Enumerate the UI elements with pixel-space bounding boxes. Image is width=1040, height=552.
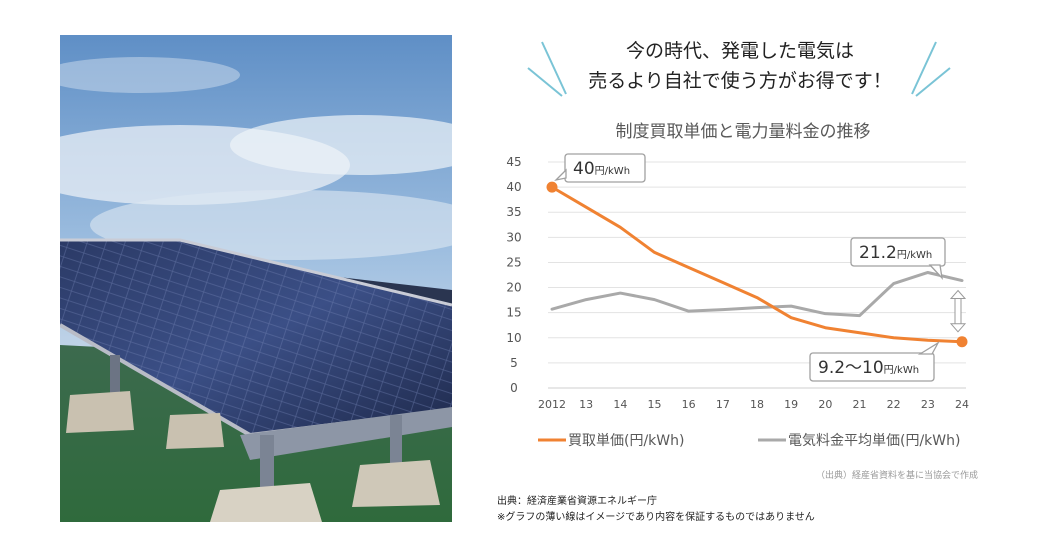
- callout-text-start: 40円/kWh: [573, 159, 630, 179]
- callout-value: 9.2〜10: [818, 358, 884, 378]
- callout-unit: 円/kWh: [595, 166, 630, 177]
- callout-text-end: 9.2〜10円/kWh: [818, 358, 919, 378]
- line-chart: 制度買取単価と電力量料金の推移 0 5 10 15 20 25 30 35 40 45 2012 1…: [490, 108, 990, 493]
- y-tick-label: 10: [506, 331, 521, 345]
- data-point-end: [956, 336, 968, 348]
- callout-box-end: [809, 352, 935, 382]
- y-tick-label: 40: [506, 180, 521, 194]
- y-tick-label: 5: [510, 356, 518, 370]
- chart-note: （出典）経産省資料を基に当協会で作成: [816, 469, 978, 481]
- x-tick-label: 22: [887, 398, 901, 411]
- x-tick-label: 2012: [538, 398, 566, 411]
- series-line-electricity-price: [550, 270, 964, 318]
- accent-stroke: [527, 67, 563, 97]
- headline-accent-strokes: [527, 41, 951, 97]
- difference-arrow-head-down: [949, 323, 967, 333]
- x-tick-label: 17: [716, 398, 730, 411]
- y-tick-label: 0: [510, 381, 518, 395]
- difference-arrow-shaft: [954, 296, 962, 327]
- accent-stroke: [915, 67, 951, 97]
- y-tick-label: 45: [506, 155, 521, 169]
- legend-label: 電気料金平均単価(円/kWh): [788, 433, 960, 449]
- callout-pointer-start: [554, 168, 567, 182]
- data-point-start: [546, 181, 558, 193]
- callout-box-grid_price: [850, 237, 946, 267]
- source-line-2: ※グラフの薄い線はイメージであり内容を保証するものではありません: [497, 512, 815, 523]
- y-tick-label: 15: [506, 306, 521, 320]
- headline-line-1: 今の時代、発電した電気は: [625, 40, 854, 62]
- x-tick-label: 19: [784, 398, 798, 411]
- callout-pointer-grid_price: [928, 264, 943, 281]
- x-tick-label: 16: [682, 398, 696, 411]
- x-tick-label: 14: [613, 398, 627, 411]
- accent-stroke: [911, 41, 937, 95]
- x-tick-label: 18: [750, 398, 764, 411]
- y-tick-label: 25: [506, 255, 521, 269]
- source-line-1: 出典：経済産業省資源エネルギー庁: [497, 496, 657, 507]
- callout-pointer-end: [917, 341, 940, 355]
- x-tick-label: 21: [853, 398, 867, 411]
- callout-box-start: [564, 153, 646, 183]
- x-tick-label: 15: [648, 398, 662, 411]
- callout-text-grid_price: 21.2円/kWh: [859, 243, 932, 263]
- x-tick-label: 13: [579, 398, 593, 411]
- y-tick-label: 30: [506, 230, 521, 244]
- x-tick-label: 24: [955, 398, 969, 411]
- accent-stroke: [541, 41, 567, 95]
- callout-unit: 円/kWh: [884, 365, 919, 376]
- headline-line-2: 売るより自社で使う方がお得です！: [588, 70, 892, 92]
- legend-label: 買取単価(円/kWh): [568, 433, 684, 449]
- callout-value: 40: [573, 159, 595, 179]
- callout-value: 21.2: [859, 243, 897, 263]
- y-tick-label: 35: [506, 205, 521, 219]
- x-tick-label: 20: [818, 398, 832, 411]
- difference-arrow-head-up: [949, 289, 967, 300]
- headline: 今の時代、発電した電気は 売るより自社で使う方がお得です！: [560, 36, 920, 96]
- y-tick-label: 20: [506, 281, 521, 295]
- chart-svg: 制度買取単価と電力量料金の推移 0 5 10 15 20 25 30 35 40 45 2012 1…: [506, 122, 978, 481]
- x-tick-label: 23: [921, 398, 935, 411]
- chart-title: 制度買取単価と電力量料金の推移: [616, 122, 871, 142]
- source-notes: 出典：経済産業省資源エネルギー庁 ※グラフの薄い線はイメージであり内容を保証する…: [497, 494, 815, 526]
- solar-panel-photo: [60, 35, 452, 522]
- callout-unit: 円/kWh: [897, 250, 932, 261]
- series-line-purchase-price: [550, 185, 964, 344]
